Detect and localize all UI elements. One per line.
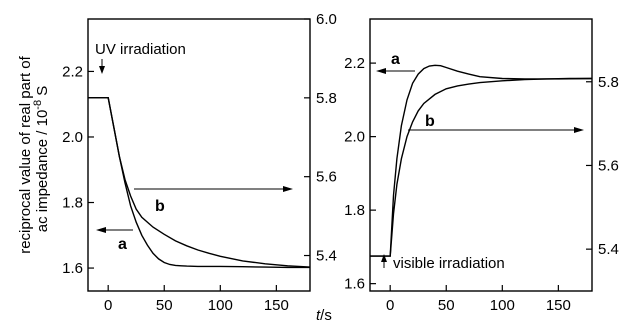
panel-uv-right-y-tick-label: 6.0 (316, 11, 337, 28)
panel-visible-b-arrow-head (574, 127, 584, 133)
panel-uv-series-b (88, 97, 311, 268)
panel-visible-left-y-tick-label: 2.0 (344, 129, 365, 146)
panel-visible-right-y-tick-label: 5.8 (598, 74, 619, 91)
panel-uv-ticks: 0 50 100 150 1.6 1.8 2.0 2.2 5.4 5.6 5.8 6.0 (62, 11, 337, 314)
panel-visible-x-tick-label: 150 (546, 297, 571, 314)
panel-uv-label-a: a (118, 236, 127, 253)
panel-uv-x-tick-label: 100 (208, 297, 233, 314)
panel-visible-left-y-tick-label: 1.6 (344, 276, 365, 293)
y-axis-title: reciprocal value of real part of ac impe… (17, 55, 51, 253)
panel-visible-left-y-tick-label: 2.2 (344, 55, 365, 72)
uv-arrow-head (99, 66, 105, 74)
panel-uv-x-tick-label: 50 (156, 297, 173, 314)
panel-visible-ticks: 0 50 100 150 1.6 1.8 2.0 2.2 5.4 5.6 5.8 (344, 55, 619, 314)
panel-visible-curves (370, 64, 593, 257)
panel-uv: 0 50 100 150 1.6 1.8 2.0 2.2 5.4 5.6 5.8 6.0 UV irr… (62, 11, 337, 314)
panel-uv-right-y-tick-label: 5.8 (316, 90, 337, 107)
panel-visible-right-y-tick-label: 5.4 (598, 241, 619, 258)
panel-uv-left-y-tick-label: 2.0 (62, 129, 83, 146)
panel-uv-x-tick-label: 0 (104, 297, 112, 314)
panel-visible-left-y-tick-label: 1.8 (344, 202, 365, 219)
panel-uv-a-arrow-head (96, 227, 106, 233)
uv-irradiation-label: UV irradiation (95, 41, 186, 58)
panel-visible: 0 50 100 150 1.6 1.8 2.0 2.2 5.4 5.6 5.8 a b visib… (344, 18, 619, 314)
panel-visible-right-y-tick-label: 5.6 (598, 157, 619, 174)
panel-visible-a-arrow-head (376, 68, 386, 74)
panel-uv-x-tick-label: 150 (264, 297, 289, 314)
panel-visible-frame (369, 18, 593, 292)
y-axis-title-line2: ac impedance / 10-8 S (32, 86, 51, 233)
panel-uv-left-y-tick-label: 2.2 (62, 63, 83, 80)
panel-uv-label-b: b (155, 198, 165, 215)
panel-uv-left-y-tick-label: 1.8 (62, 195, 83, 212)
panel-visible-x-tick-label: 50 (438, 297, 455, 314)
panel-uv-right-y-tick-label: 5.4 (316, 248, 337, 265)
panel-visible-label-a: a (391, 51, 400, 68)
visible-irradiation-label: visible irradiation (393, 255, 505, 272)
panel-uv-b-arrow-head (283, 186, 293, 192)
panel-visible-series-a (370, 64, 593, 257)
panel-uv-left-y-tick-label: 1.6 (62, 260, 83, 277)
panel-uv-right-y-tick-label: 5.6 (316, 169, 337, 186)
y-axis-title-line1: reciprocal value of real part of (17, 55, 34, 253)
x-axis-title: t/s (316, 307, 332, 324)
panel-visible-label-b: b (425, 113, 435, 130)
panel-uv-curves (88, 97, 311, 269)
panel-visible-series-b (370, 77, 592, 257)
panel-visible-x-tick-label: 0 (386, 297, 394, 314)
panel-uv-frame (87, 18, 311, 292)
panel-visible-x-tick-label: 100 (490, 297, 515, 314)
visible-arrow-head (381, 254, 387, 262)
